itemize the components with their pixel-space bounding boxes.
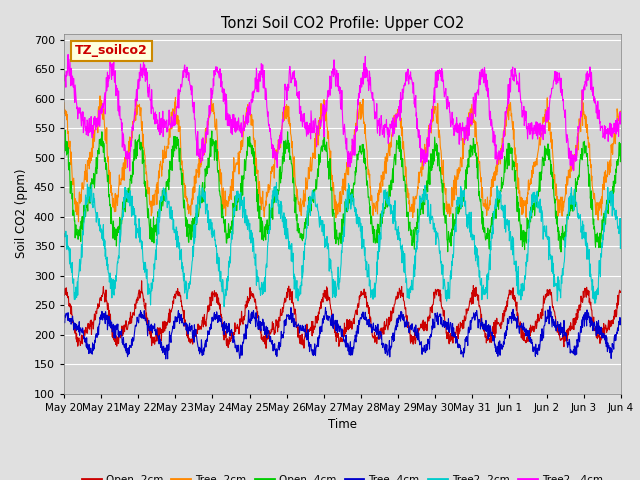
Legend: Open -2cm, Tree -2cm, Open -4cm, Tree -4cm, Tree2 -2cm, Tree2 - 4cm: Open -2cm, Tree -2cm, Open -4cm, Tree -4… [77, 471, 607, 480]
Tree -2cm [617, 111, 625, 117]
Tree -2cm [378, 172, 385, 178]
Open -4cm [104, 179, 111, 185]
Tree2 -2cm [297, 284, 305, 289]
Line: Tree2 -2cm: Tree2 -2cm [64, 182, 621, 307]
Tree2 -2cm [273, 180, 280, 185]
Tree2 -2cm [60, 232, 68, 238]
Tree -2cm [104, 156, 111, 162]
Tree2 -2cm [103, 254, 111, 260]
Tree2 - 4cm [297, 118, 305, 124]
Open -4cm [297, 231, 305, 237]
Tree -4cm [318, 323, 326, 328]
Tree -4cm [297, 323, 305, 328]
Tree -4cm [162, 356, 170, 362]
Open -2cm [297, 341, 305, 347]
Open -4cm [60, 150, 68, 156]
Tree -4cm [546, 303, 554, 309]
Tree2 -2cm [308, 188, 316, 193]
Tree -2cm [579, 88, 586, 94]
Line: Open -4cm: Open -4cm [64, 130, 621, 252]
Line: Tree2 - 4cm: Tree2 - 4cm [64, 54, 621, 171]
Line: Open -2cm: Open -2cm [64, 281, 621, 348]
Tree2 - 4cm [319, 113, 326, 119]
Open -4cm [318, 148, 326, 154]
Open -4cm [308, 198, 316, 204]
Tree -2cm [318, 113, 326, 119]
Tree2 - 4cm [104, 69, 111, 75]
Open -4cm [378, 217, 385, 223]
Tree -2cm [126, 135, 134, 141]
Tree2 - 4cm [60, 71, 68, 77]
Tree2 -2cm [220, 304, 228, 310]
Tree2 - 4cm [378, 120, 385, 126]
Tree2 - 4cm [64, 51, 72, 57]
Tree2 -2cm [319, 218, 326, 224]
Open -2cm [617, 289, 625, 295]
Tree -4cm [617, 320, 625, 326]
Tree -2cm [297, 196, 305, 202]
Tree -4cm [103, 312, 111, 318]
Open -4cm [557, 249, 565, 255]
Tree -4cm [308, 350, 316, 356]
Open -2cm [60, 291, 68, 297]
Open -2cm [378, 331, 385, 337]
Open -4cm [617, 153, 625, 158]
Tree2 - 4cm [308, 126, 316, 132]
Open -2cm [138, 278, 145, 284]
Tree -2cm [60, 100, 68, 106]
Tree -2cm [75, 219, 83, 225]
Tree -2cm [308, 160, 316, 166]
Text: TZ_soilco2: TZ_soilco2 [75, 44, 148, 58]
Open -4cm [126, 176, 134, 182]
Open -2cm [308, 320, 316, 325]
Line: Tree -2cm: Tree -2cm [64, 91, 621, 222]
Y-axis label: Soil CO2 (ppm): Soil CO2 (ppm) [15, 169, 28, 258]
Open -4cm [61, 127, 69, 133]
Tree2 - 4cm [127, 148, 134, 154]
Title: Tonzi Soil CO2 Profile: Upper CO2: Tonzi Soil CO2 Profile: Upper CO2 [221, 16, 464, 31]
Open -2cm [319, 295, 326, 300]
Tree2 -2cm [126, 203, 134, 209]
Open -2cm [262, 346, 270, 351]
Tree2 - 4cm [126, 168, 134, 174]
Open -2cm [103, 300, 111, 306]
Tree -4cm [378, 336, 385, 342]
Tree2 -2cm [617, 231, 625, 237]
Tree2 - 4cm [617, 111, 625, 117]
Open -2cm [126, 315, 134, 321]
Line: Tree -4cm: Tree -4cm [64, 306, 621, 359]
X-axis label: Time: Time [328, 418, 357, 431]
Tree -4cm [60, 319, 68, 325]
Tree2 -2cm [378, 209, 385, 215]
Tree -4cm [126, 343, 134, 348]
